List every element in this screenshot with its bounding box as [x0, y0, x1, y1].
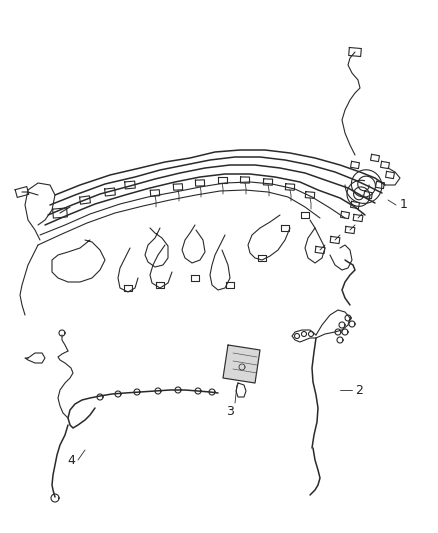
- Text: 2: 2: [355, 384, 363, 397]
- Text: 3: 3: [226, 405, 234, 418]
- Text: 4: 4: [67, 454, 75, 466]
- Polygon shape: [223, 345, 260, 383]
- Text: 1: 1: [400, 198, 408, 212]
